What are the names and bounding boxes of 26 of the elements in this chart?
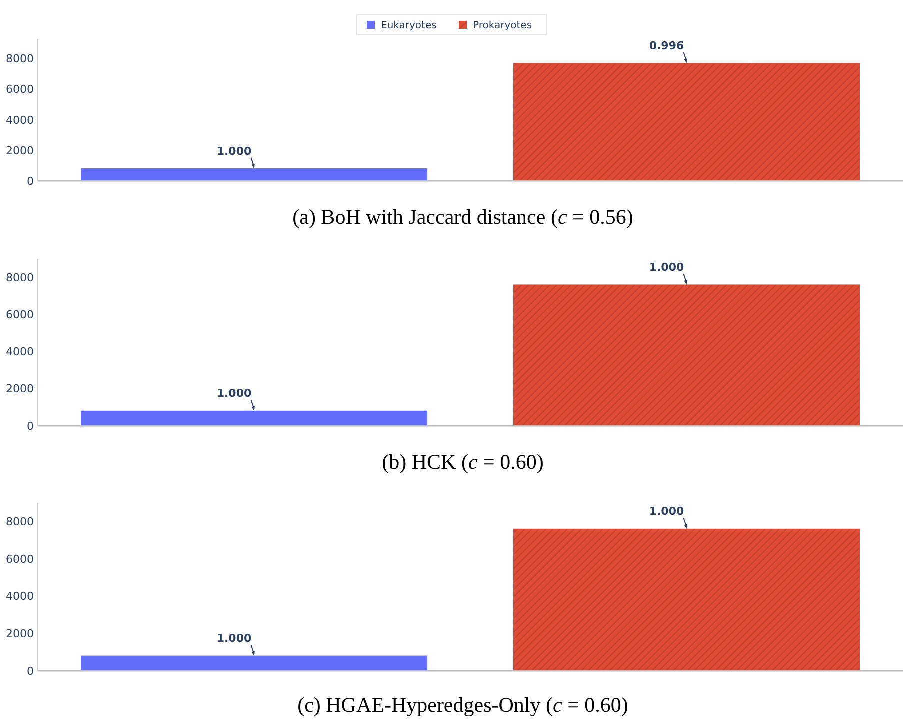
legend-label: Eukaryotes — [381, 20, 437, 32]
y-tick-label: 4000 — [6, 114, 34, 127]
annotation: 1.000 — [649, 260, 684, 274]
y-tick-label: 8000 — [6, 271, 34, 284]
y-tick-label: 2000 — [6, 144, 34, 158]
y-tick-label: 0 — [27, 664, 34, 678]
annotation: 1.000 — [649, 505, 684, 518]
annotation: 1.000 — [216, 144, 252, 158]
text: (b) HCK (c = 0.60) — [382, 450, 544, 474]
text: (c) HGAE-Hyperedges-Only (c = 0.60) — [298, 693, 628, 717]
y-tick-label: 8000 — [6, 516, 34, 529]
y-tick-label: 6000 — [6, 308, 34, 322]
y-tick-label: 0 — [27, 420, 34, 433]
annotation: 0.996 — [649, 39, 684, 52]
y-tick-label: 6000 — [6, 83, 34, 96]
text: (a) BoH with Jaccard distance (c = 0.56) — [292, 205, 634, 229]
y-tick-label: 8000 — [6, 52, 34, 66]
y-tick-label: 4000 — [6, 346, 34, 359]
annotation: 1.000 — [216, 387, 252, 400]
y-tick-label: 4000 — [6, 590, 34, 604]
legend-label: Prokaryotes — [473, 20, 532, 32]
y-tick-label: 2000 — [6, 382, 34, 396]
y-tick-label: 2000 — [6, 628, 34, 641]
y-tick-label: 6000 — [6, 552, 34, 566]
y-tick-label: 0 — [27, 174, 34, 188]
annotation: 1.000 — [216, 632, 252, 646]
